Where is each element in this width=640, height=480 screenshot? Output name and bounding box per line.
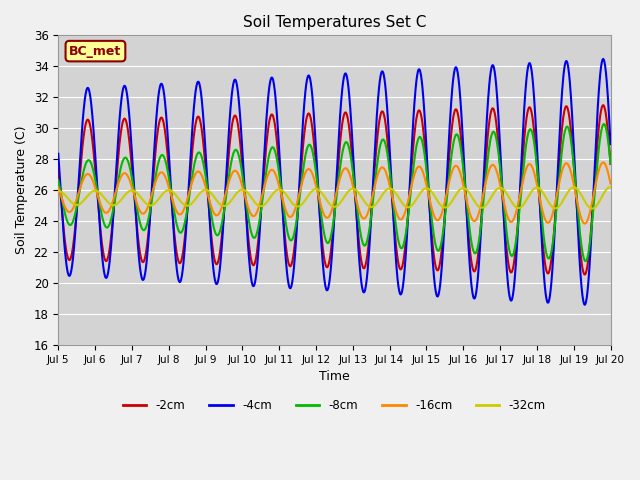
Title: Soil Temperatures Set C: Soil Temperatures Set C <box>243 15 426 30</box>
X-axis label: Time: Time <box>319 370 350 383</box>
Text: BC_met: BC_met <box>69 45 122 58</box>
Y-axis label: Soil Temperature (C): Soil Temperature (C) <box>15 126 28 254</box>
Legend: -2cm, -4cm, -8cm, -16cm, -32cm: -2cm, -4cm, -8cm, -16cm, -32cm <box>118 394 551 416</box>
